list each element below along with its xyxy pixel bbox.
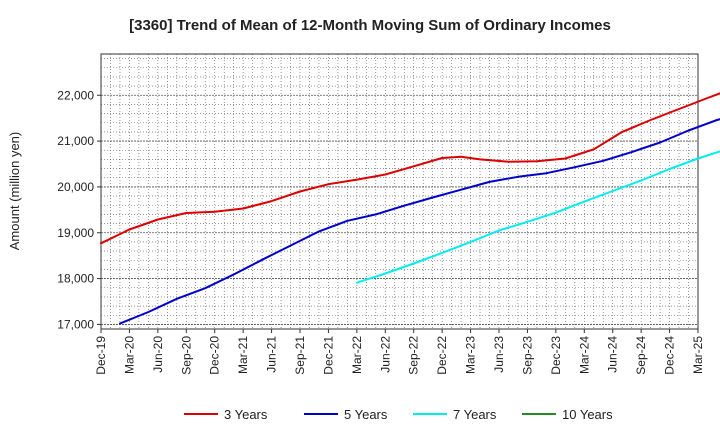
series-lines (100, 92, 720, 325)
x-tick-label: Mar-20 (122, 336, 136, 374)
x-tick-label: Jun-23 (492, 336, 506, 373)
x-tick-label: Dec-22 (435, 336, 449, 375)
plot-frame (100, 53, 699, 330)
x-tick-label: Jun-22 (378, 336, 392, 373)
legend-label-10-years: 10 Years (562, 407, 613, 422)
x-tick-label: Jun-20 (151, 336, 165, 373)
series-line-7-years (355, 150, 720, 284)
x-tick-label: Sep-20 (179, 336, 193, 375)
series-line-3-years (100, 92, 720, 245)
y-axis-label: Amount (million yen) (7, 132, 22, 251)
x-tick-label: Mar-25 (691, 336, 705, 374)
x-tick-label: Jun-24 (606, 336, 620, 373)
chart-title: [3360] Trend of Mean of 12-Month Moving … (129, 17, 611, 34)
x-tick-label: Mar-22 (350, 336, 364, 374)
y-tick-label: 18,000 (57, 272, 94, 286)
series-line-5-years (119, 118, 720, 325)
x-tick-label: Sep-24 (634, 336, 648, 375)
legend-label-5-years: 5 Years (344, 407, 388, 422)
x-tick-label: Mar-23 (464, 336, 478, 374)
x-tick-label: Mar-21 (236, 336, 250, 374)
x-tick-label: Dec-24 (663, 336, 677, 375)
y-tick-label: 21,000 (57, 134, 94, 148)
x-tick-label: Dec-20 (208, 336, 222, 375)
x-tick-label: Jun-21 (265, 336, 279, 373)
y-tick-label: 17,000 (57, 317, 94, 331)
x-tick-label: Sep-21 (293, 336, 307, 375)
legend-label-3-years: 3 Years (224, 407, 268, 422)
grid-lines (101, 54, 698, 329)
legend: 3 Years 5 Years 7 Years 10 Years (184, 407, 613, 422)
x-tick-label: Mar-24 (577, 336, 591, 374)
x-tick-label: Dec-19 (94, 336, 108, 375)
x-tick-label: Dec-23 (549, 336, 563, 375)
plot-area (101, 54, 698, 329)
y-tick-label: 20,000 (57, 180, 94, 194)
x-tick-label: Sep-23 (520, 336, 534, 375)
legend-label-7-years: 7 Years (453, 407, 497, 422)
y-tick-label: 22,000 (57, 88, 94, 102)
x-tick-label: Sep-22 (407, 336, 421, 375)
y-tick-label: 19,000 (57, 226, 94, 240)
y-axis: 17,000 18,000 19,000 20,000 21,000 22,000 (57, 88, 101, 331)
x-tick-label: Dec-21 (321, 336, 335, 375)
x-axis: Dec-19 Mar-20 Jun-20 Sep-20 Dec-20 Mar-21 Jun-… (94, 329, 705, 375)
